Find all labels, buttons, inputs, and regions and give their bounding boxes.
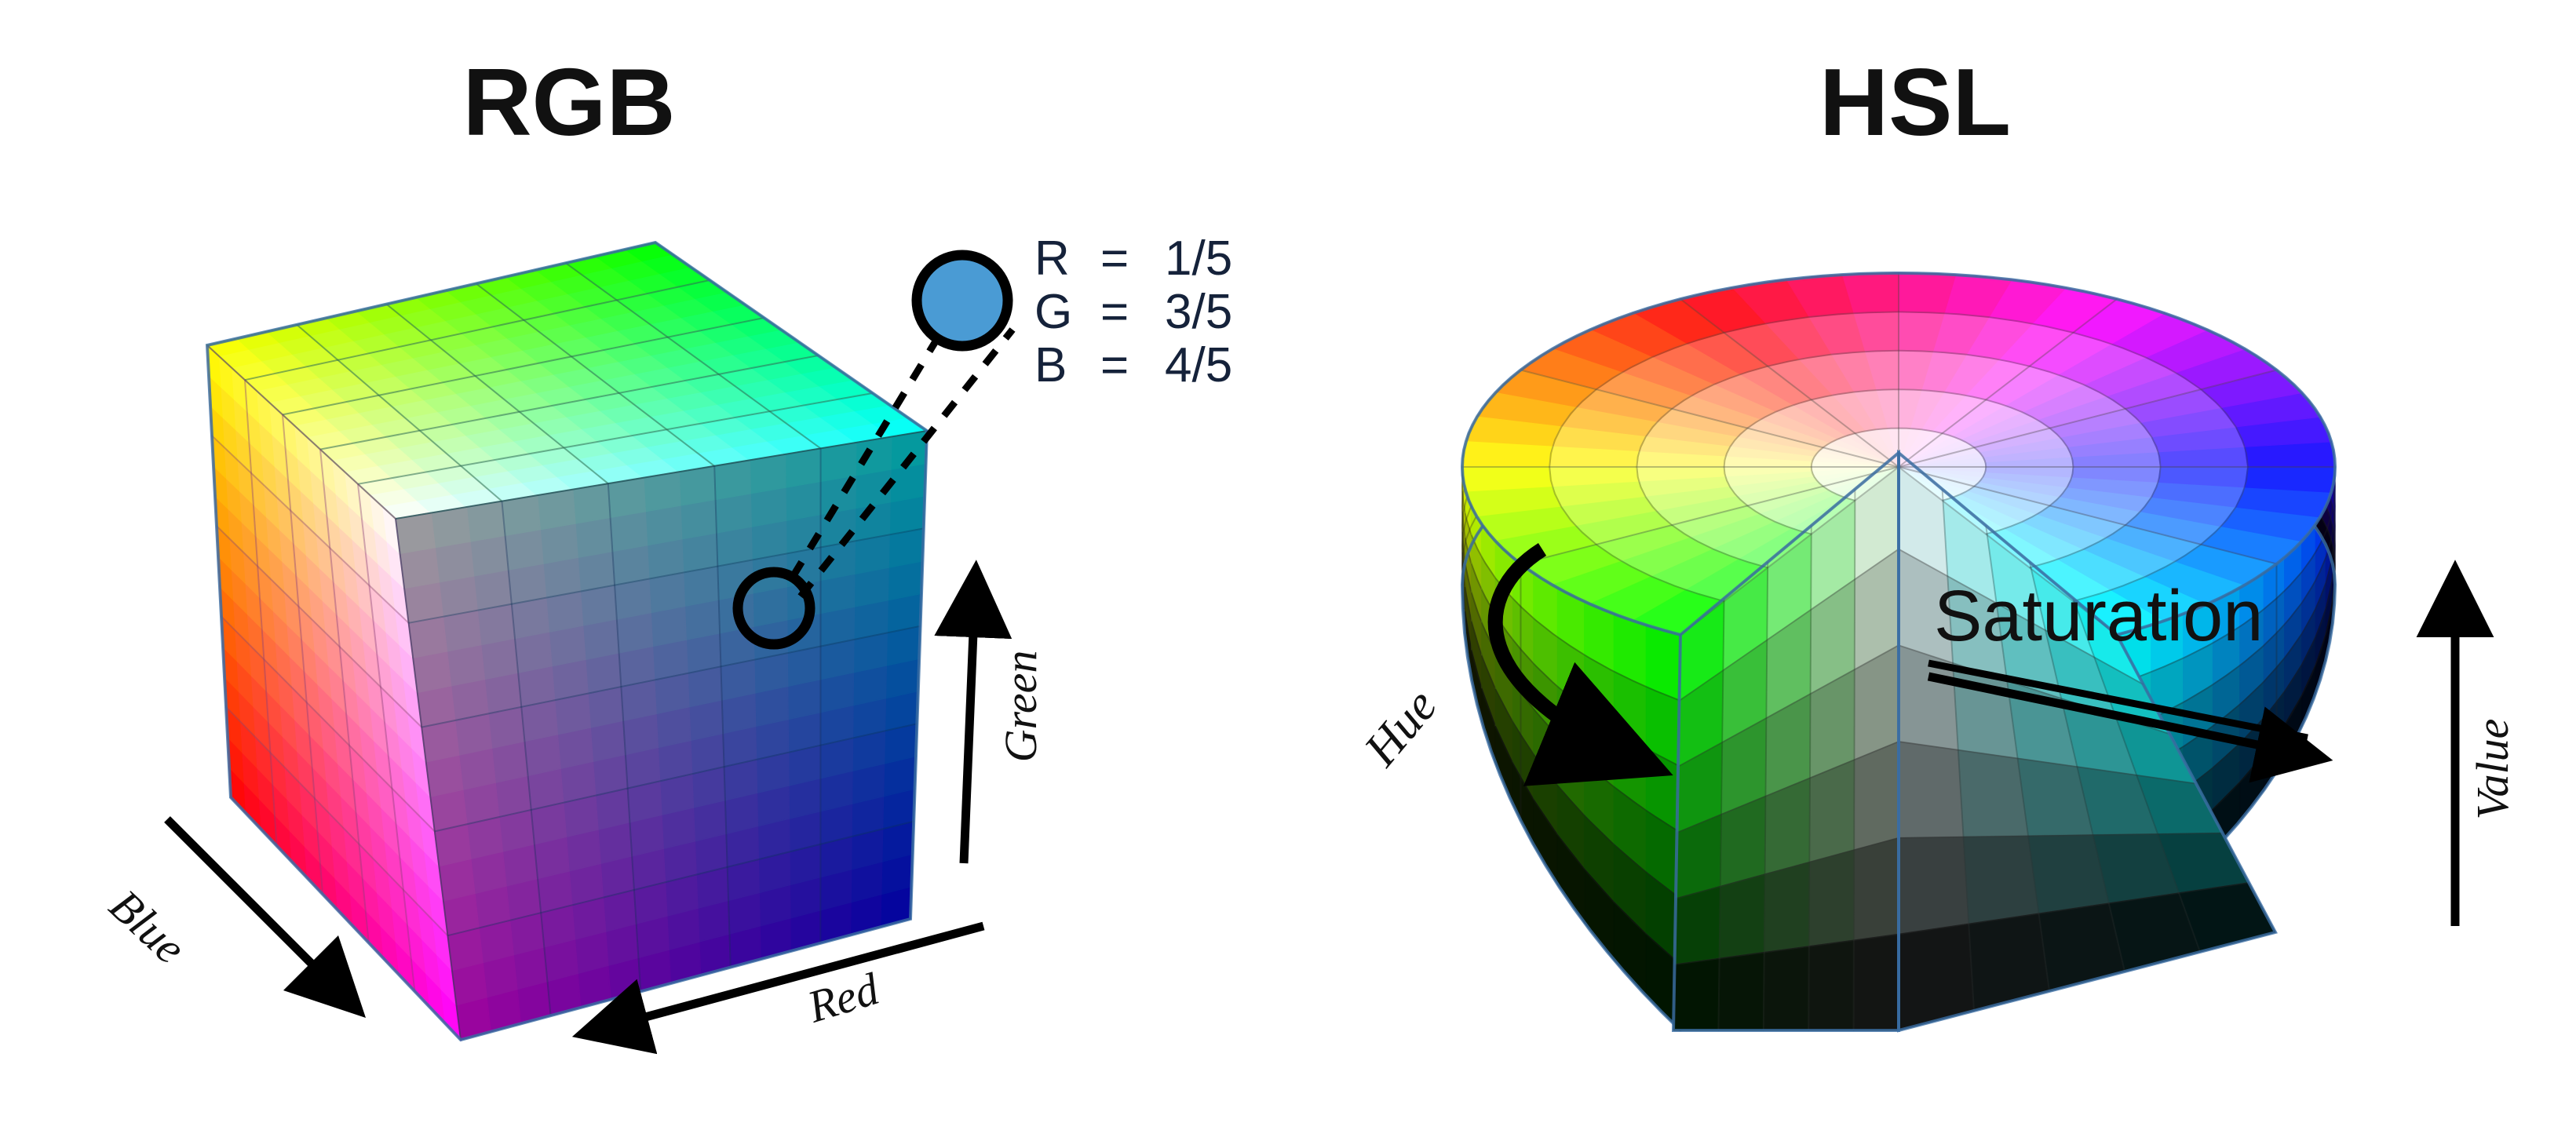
svg-text:G: G	[1034, 285, 1072, 339]
svg-text:1/5: 1/5	[1165, 232, 1232, 286]
svg-text:Value: Value	[2467, 719, 2518, 820]
svg-text:3/5: 3/5	[1165, 285, 1232, 339]
svg-text:R: R	[1034, 232, 1070, 286]
svg-text:B: B	[1034, 338, 1067, 392]
svg-text:=: =	[1100, 232, 1129, 286]
svg-text:Green: Green	[995, 651, 1046, 763]
svg-text:Saturation: Saturation	[1934, 576, 2263, 656]
svg-text:=: =	[1100, 285, 1129, 339]
svg-text:RGB: RGB	[462, 49, 675, 155]
svg-text:=: =	[1100, 338, 1129, 392]
svg-text:4/5: 4/5	[1165, 338, 1232, 392]
svg-text:HSL: HSL	[1819, 49, 2011, 155]
